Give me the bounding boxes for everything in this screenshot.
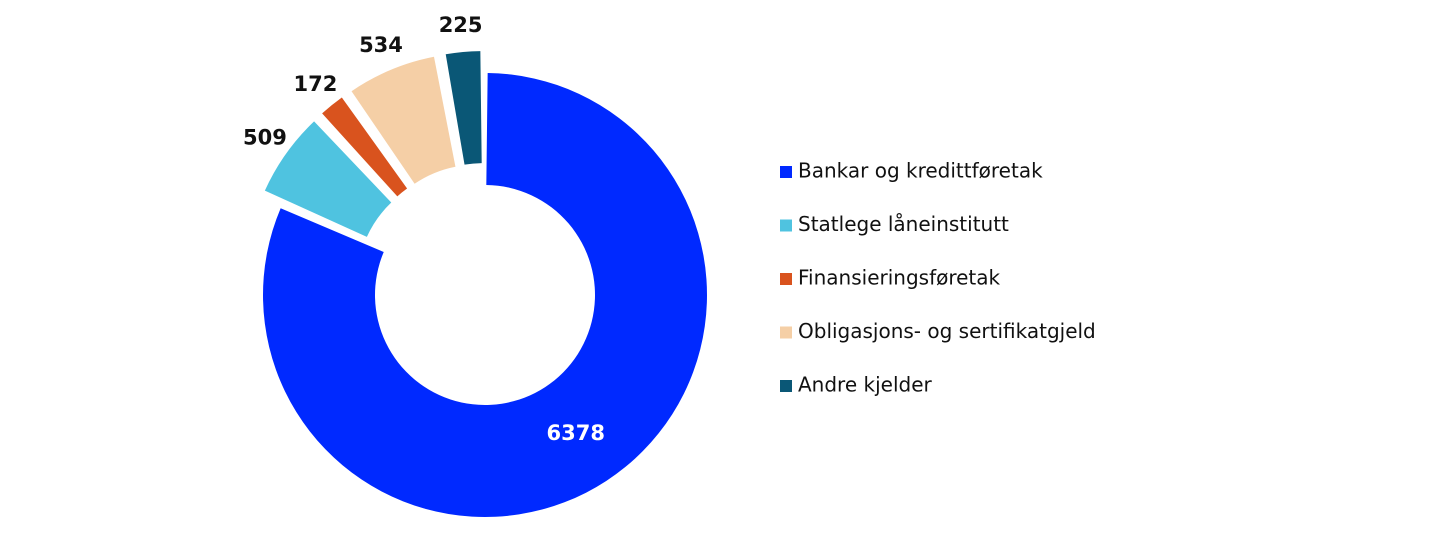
legend-label: Bankar og kredittføretak (798, 159, 1043, 183)
data-label: 172 (293, 72, 337, 96)
legend-label: Obligasjons- og sertifikatgjeld (798, 319, 1096, 343)
legend-swatch (780, 326, 792, 339)
donut-slice (445, 51, 482, 165)
legend-swatch (780, 273, 792, 285)
legend-swatch (780, 219, 792, 232)
donut-slice (263, 73, 708, 517)
legend-label: Finansieringsføretak (798, 266, 1001, 290)
donut-slice (322, 97, 408, 197)
data-label: 6378 (547, 421, 605, 445)
legend-label: Statlege låneinstitutt (798, 212, 1009, 236)
legend-swatch (780, 380, 792, 392)
data-label: 509 (243, 126, 287, 150)
donut-slice (264, 121, 392, 237)
legend-label: Andre kjelder (798, 373, 932, 397)
data-label: 534 (359, 33, 403, 57)
donut-slice (351, 56, 456, 184)
legend-swatch (780, 166, 792, 178)
data-label: 225 (439, 13, 483, 37)
